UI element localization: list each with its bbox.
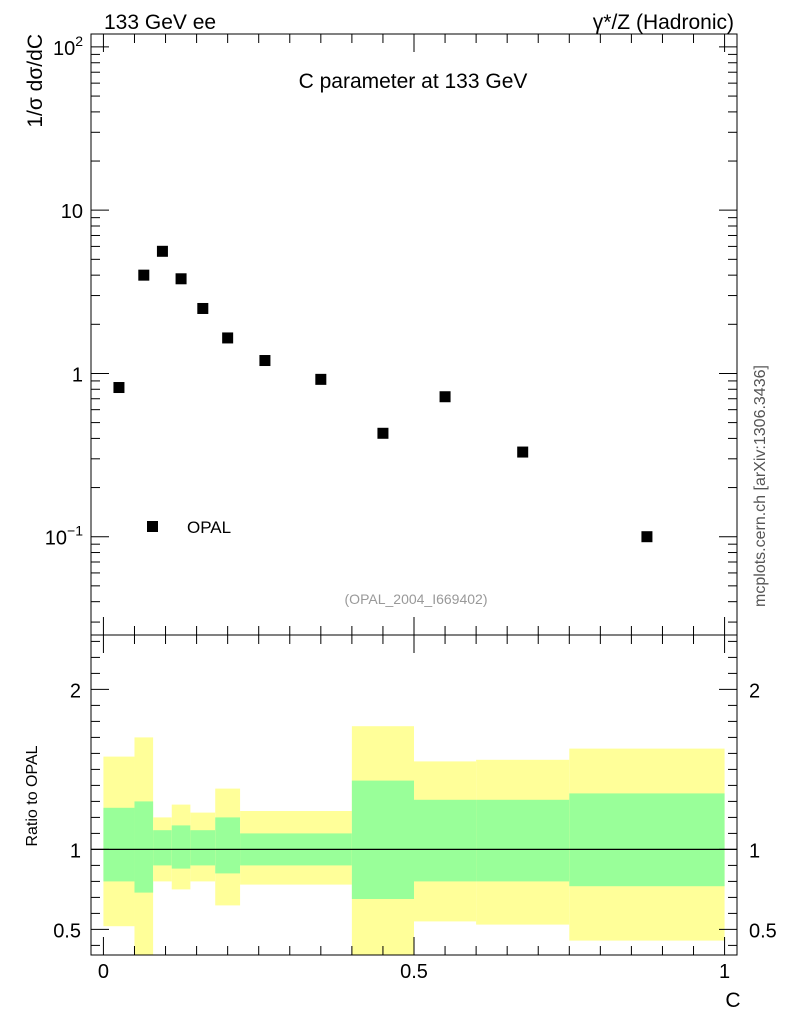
ratio-bands (103, 726, 725, 955)
ratio-band-inner (351, 780, 414, 899)
ratio-band-inner (134, 801, 154, 893)
lower-y-tick-label-left: 1 (70, 840, 81, 862)
header-left-label: 133 GeV ee (104, 11, 216, 34)
data-point (259, 355, 271, 367)
upper-y-tick-labels: 10−1 1 10 102 (45, 33, 737, 635)
x-tick-label: 0.5 (400, 961, 428, 983)
lower-y-tick-label-right: 2 (749, 680, 760, 702)
upper-y-tick-label: 10−1 (45, 523, 83, 550)
lower-y-tick-label-right: 1 (749, 840, 760, 862)
upper-y-tick-label: 102 (53, 33, 83, 60)
ratio-band-inner (103, 807, 135, 882)
ratio-band-inner (190, 830, 216, 866)
ratio-band-inner (476, 799, 570, 882)
data-point (517, 446, 529, 458)
lower-y-tick-label-left: 0.5 (53, 920, 81, 942)
header-right-label: γ*/Z (Hadronic) (593, 11, 734, 34)
ratio-band-inner (414, 799, 477, 882)
data-point (113, 382, 125, 394)
data-point (138, 269, 150, 281)
data-point (156, 245, 168, 257)
lower-panel-ticks: 0.5 0.5 1 1 2 2 0 0.5 1 (53, 635, 777, 983)
x-axis-label: C (725, 989, 740, 1012)
lower-panel-frame (90, 634, 738, 956)
lower-y-axis-label: Ratio to OPAL (24, 745, 41, 846)
ratio-band-inner (215, 817, 241, 874)
upper-y-axis-label: 1/σ dσ/dC (24, 34, 47, 128)
data-point (222, 332, 234, 344)
data-point (641, 531, 653, 543)
opal-data-points (113, 245, 653, 543)
data-point (377, 427, 389, 439)
x-tick-label: 1 (719, 961, 730, 983)
ratio-band-inner (569, 793, 725, 887)
data-point (197, 302, 209, 314)
ratio-band-inner (153, 830, 172, 866)
lower-y-tick-label-left: 2 (70, 680, 81, 702)
data-point (175, 273, 187, 285)
upper-y-tick-label: 10 (61, 201, 83, 223)
watermark-label: mcplots.cern.ch [arXiv:1306.3436] (752, 365, 769, 607)
x-tick-label: 0 (98, 961, 109, 983)
upper-panel-frame (90, 33, 738, 636)
lower-y-tick-label-right: 0.5 (749, 920, 777, 942)
chart-title: C parameter at 133 GeV (299, 70, 528, 93)
legend-opal-label: OPAL (187, 518, 231, 537)
upper-y-tick-label: 1 (72, 364, 83, 386)
legend-opal-marker (147, 521, 158, 532)
analysis-label: (OPAL_2004_I669402) (345, 591, 488, 607)
data-point (315, 373, 327, 385)
data-point (439, 391, 451, 403)
ratio-band-inner (171, 825, 191, 869)
